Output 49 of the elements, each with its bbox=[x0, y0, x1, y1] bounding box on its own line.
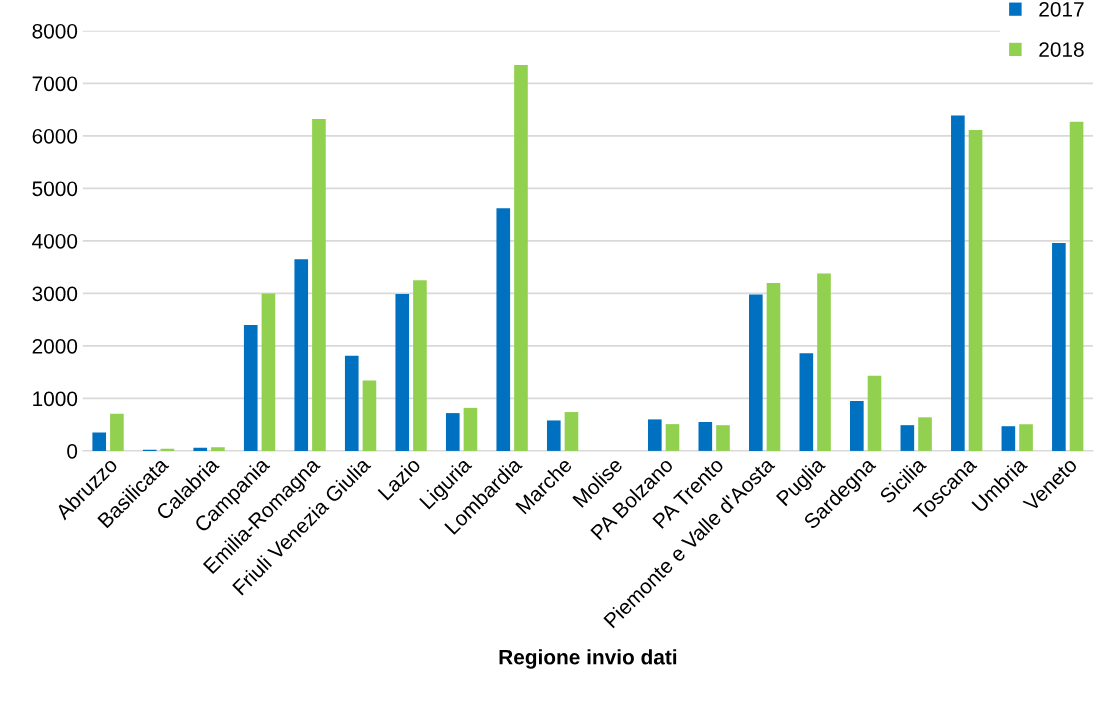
bar bbox=[193, 447, 208, 451]
bar bbox=[243, 324, 258, 451]
bar bbox=[951, 115, 965, 451]
bar bbox=[698, 422, 713, 451]
y-tick-label: 8000 bbox=[32, 23, 78, 39]
bar bbox=[261, 293, 276, 451]
bar bbox=[110, 413, 124, 451]
y-tick-label: 2000 bbox=[32, 338, 78, 354]
y-tick-label: 5000 bbox=[32, 181, 78, 197]
bar bbox=[294, 259, 309, 451]
bar bbox=[514, 65, 528, 451]
bar bbox=[312, 119, 326, 451]
bar bbox=[362, 380, 377, 451]
bar bbox=[850, 401, 864, 451]
bar bbox=[92, 432, 107, 451]
bar bbox=[867, 375, 882, 451]
y-tick-label: 7000 bbox=[32, 76, 78, 92]
bar bbox=[1052, 242, 1066, 451]
y-tick-label: 3000 bbox=[32, 286, 78, 302]
bar bbox=[968, 130, 983, 451]
bar bbox=[900, 425, 915, 451]
bar bbox=[445, 413, 460, 451]
bar bbox=[496, 208, 511, 451]
bar bbox=[665, 424, 680, 451]
bar bbox=[716, 425, 730, 451]
bar bbox=[211, 447, 225, 451]
bar bbox=[799, 353, 814, 451]
bar bbox=[647, 419, 662, 451]
legend-label: 2017 bbox=[1039, 1, 1084, 17]
bar bbox=[546, 420, 561, 451]
bar bbox=[344, 355, 359, 451]
bar bbox=[564, 412, 579, 451]
bar bbox=[817, 273, 831, 451]
y-tick-label: 4000 bbox=[32, 233, 78, 249]
bar bbox=[1001, 426, 1016, 451]
x-axis-title: Regione invio dati bbox=[499, 649, 677, 669]
legend-label: 2018 bbox=[1039, 42, 1084, 57]
y-tick-label: 0 bbox=[67, 443, 78, 459]
bar bbox=[1019, 424, 1033, 451]
bar bbox=[463, 407, 478, 451]
bar bbox=[766, 282, 781, 451]
y-tick-label: 1000 bbox=[33, 391, 78, 407]
bar bbox=[749, 294, 763, 451]
bar bbox=[395, 293, 410, 451]
bar bbox=[1069, 121, 1084, 451]
y-tick-label: 6000 bbox=[32, 128, 78, 144]
bar bbox=[918, 417, 932, 451]
bar bbox=[413, 280, 427, 451]
bar bbox=[160, 448, 175, 451]
